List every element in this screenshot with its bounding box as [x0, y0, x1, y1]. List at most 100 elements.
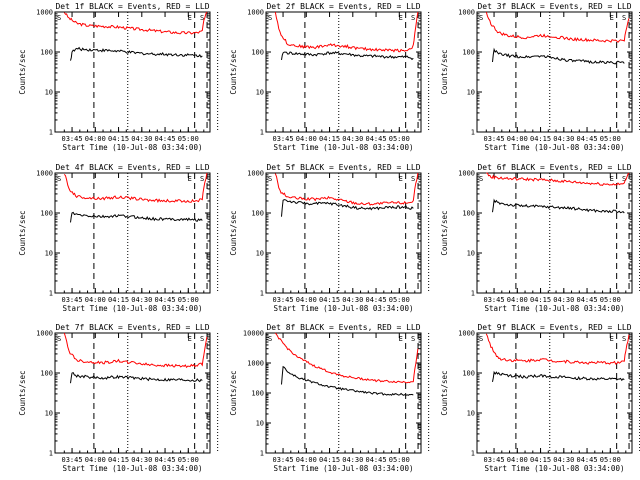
chart-title: Det 2f BLACK = Events, RED = LLD	[266, 2, 420, 11]
y-tick-label: 1	[260, 129, 264, 137]
x-tick-label: 04:45	[577, 456, 598, 464]
x-axis-label: Start Time (10-Jul-08 03:34:00)	[63, 464, 203, 473]
x-axis-label: Start Time (10-Jul-08 03:34:00)	[485, 304, 625, 313]
detector-panel: Det 3f BLACK = Events, RED = LLD 1 10 100 10…	[440, 2, 640, 152]
marker-label: S	[411, 175, 415, 183]
lld-rate-line	[485, 11, 630, 43]
x-tick-label: 04:15	[530, 296, 551, 304]
lld-rate-line	[63, 332, 208, 369]
y-axis-label: Counts/sec	[18, 210, 27, 255]
y-tick-label: 1000	[36, 170, 53, 178]
detector-panel: Det 1f BLACK = Events, RED = LLD 1 10 100 10…	[18, 2, 219, 152]
x-tick-label: 04:30	[131, 135, 152, 143]
marker-label: S	[479, 14, 483, 22]
marker-label: S	[622, 335, 626, 343]
x-tick-label: 04:00	[296, 135, 317, 143]
event-rate-line	[492, 370, 625, 382]
x-tick-label: 05:00	[178, 135, 199, 143]
chart-title: Det 6f BLACK = Events, RED = LLD	[477, 163, 631, 172]
marker-label: S	[57, 175, 61, 183]
x-axis-label: Start Time (10-Jul-08 03:34:00)	[274, 304, 414, 313]
x-axis-label: Start Time (10-Jul-08 03:34:00)	[485, 464, 625, 473]
detector-panel: Det 7f BLACK = Events, RED = LLD 1 10 100 10…	[18, 323, 219, 473]
x-tick-label: 04:15	[530, 135, 551, 143]
y-tick-label: 1000	[458, 170, 475, 178]
y-axis-label: Counts/sec	[440, 370, 449, 415]
x-axis-label: Start Time (10-Jul-08 03:34:00)	[274, 464, 414, 473]
y-axis-label: Counts/sec	[229, 210, 238, 255]
marker-label: S	[268, 175, 272, 183]
y-tick-label: 1	[471, 129, 475, 137]
detector-panel: Det 6f BLACK = Events, RED = LLD 1 10 100 10…	[440, 163, 640, 313]
x-tick-label: 04:15	[108, 456, 129, 464]
plot-frame	[265, 11, 422, 133]
marker-label: E	[188, 335, 192, 343]
x-tick-label: 03:45	[484, 296, 505, 304]
marker-label: S	[57, 335, 61, 343]
x-tick-label: 04:45	[366, 135, 387, 143]
x-tick-label: 05:00	[389, 296, 410, 304]
y-axis-label: Counts/sec	[229, 49, 238, 94]
plot-frame	[265, 172, 422, 294]
x-tick-label: 04:45	[577, 296, 598, 304]
lld-rate-line	[274, 11, 419, 53]
marker-label: S	[268, 335, 272, 343]
x-tick-label: 04:30	[131, 456, 152, 464]
x-tick-label: 04:00	[85, 296, 106, 304]
x-tick-label: 04:30	[342, 296, 363, 304]
x-tick-label: 03:45	[273, 296, 294, 304]
lld-rate-line	[63, 172, 208, 203]
x-axis-label: Start Time (10-Jul-08 03:34:00)	[63, 143, 203, 152]
marker-label: S	[200, 175, 204, 183]
marker-label: E	[610, 175, 614, 183]
y-tick-label: 1000	[247, 170, 264, 178]
x-tick-label: 05:00	[600, 135, 621, 143]
marker-label: E	[188, 175, 192, 183]
y-axis-label: Counts/sec	[440, 210, 449, 255]
chart-title: Det 9f BLACK = Events, RED = LLD	[477, 323, 631, 332]
plot-frame	[265, 332, 422, 454]
y-tick-label: 1000	[458, 9, 475, 17]
detector-panel: Det 5f BLACK = Events, RED = LLD 1 10 100 10…	[229, 163, 430, 313]
x-tick-label: 05:00	[600, 456, 621, 464]
x-tick-label: 04:15	[319, 135, 340, 143]
x-tick-label: 03:45	[62, 135, 83, 143]
x-tick-label: 04:00	[85, 135, 106, 143]
y-tick-label: 100	[40, 49, 53, 57]
chart-title: Det 1f BLACK = Events, RED = LLD	[55, 2, 209, 11]
x-tick-label: 04:45	[577, 135, 598, 143]
event-rate-line	[70, 371, 203, 384]
marker-label: E	[399, 175, 403, 183]
y-tick-label: 1000	[458, 330, 475, 338]
y-axis-label: Counts/sec	[18, 49, 27, 94]
detector-panel: Det 2f BLACK = Events, RED = LLD 1 10 100 10…	[229, 2, 430, 152]
event-rate-line	[70, 46, 203, 61]
y-tick-label: 1	[49, 129, 53, 137]
x-tick-label: 05:00	[389, 135, 410, 143]
plot-frame	[476, 11, 633, 133]
x-tick-label: 04:00	[296, 296, 317, 304]
y-tick-label: 100	[251, 49, 264, 57]
marker-label: S	[479, 175, 483, 183]
y-tick-label: 1000	[36, 9, 53, 17]
detector-panel: Det 9f BLACK = Events, RED = LLD 1 10 100 10…	[440, 323, 640, 473]
marker-label: E	[399, 335, 403, 343]
x-tick-label: 04:45	[155, 296, 176, 304]
x-tick-label: 04:00	[507, 135, 528, 143]
x-tick-label: 03:45	[62, 456, 83, 464]
y-tick-label: 100	[462, 370, 475, 378]
x-tick-label: 04:00	[507, 456, 528, 464]
y-tick-label: 1000	[247, 360, 264, 368]
event-rate-line	[492, 198, 625, 214]
chart-title: Det 7f BLACK = Events, RED = LLD	[55, 323, 209, 332]
x-tick-label: 04:00	[507, 296, 528, 304]
x-tick-label: 03:45	[484, 456, 505, 464]
x-tick-label: 04:30	[553, 135, 574, 143]
x-axis-label: Start Time (10-Jul-08 03:34:00)	[274, 143, 414, 152]
detector-panel: Det 8f BLACK = Events, RED = LLD 1 10 100 10…	[229, 323, 430, 473]
lld-rate-line	[485, 333, 630, 365]
plot-frame	[476, 172, 633, 294]
x-tick-label: 05:00	[389, 456, 410, 464]
marker-label: E	[610, 335, 614, 343]
